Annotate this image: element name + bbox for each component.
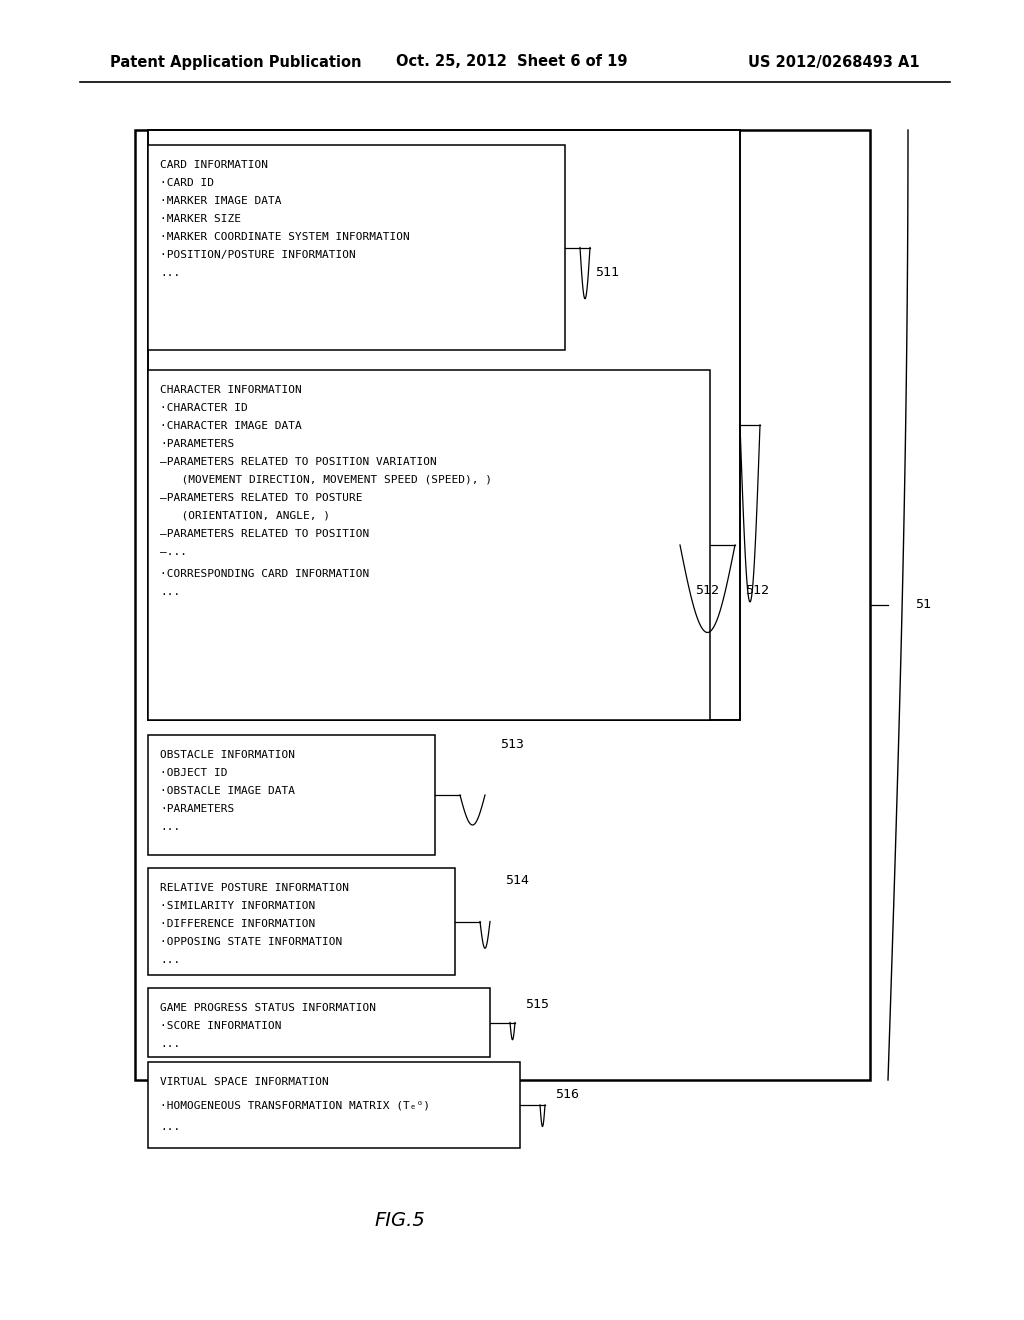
Text: ...: ... — [160, 1122, 180, 1133]
Text: ...: ... — [160, 1039, 180, 1049]
Text: ·HOMOGENEOUS TRANSFORMATION MATRIX (Tₑᴳ): ·HOMOGENEOUS TRANSFORMATION MATRIX (Tₑᴳ) — [160, 1101, 430, 1111]
Text: 515: 515 — [525, 998, 549, 1011]
Bar — [135, 129, 870, 1080]
Text: ·OPPOSING STATE INFORMATION: ·OPPOSING STATE INFORMATION — [160, 937, 342, 946]
Text: ·DIFFERENCE INFORMATION: ·DIFFERENCE INFORMATION — [160, 919, 315, 929]
Bar — [148, 129, 740, 719]
Text: ·CARD ID: ·CARD ID — [160, 178, 214, 187]
Text: OBSTACLE INFORMATION: OBSTACLE INFORMATION — [160, 750, 295, 760]
Text: 512: 512 — [695, 583, 719, 597]
Text: FIG.5: FIG.5 — [375, 1210, 425, 1229]
Bar — [148, 145, 565, 350]
Text: —...: —... — [160, 546, 187, 557]
Text: ...: ... — [160, 268, 180, 279]
Text: ...: ... — [160, 822, 180, 832]
Text: ·SIMILARITY INFORMATION: ·SIMILARITY INFORMATION — [160, 902, 315, 911]
Bar — [148, 987, 490, 1057]
Bar — [148, 1063, 520, 1148]
Text: CARD INFORMATION: CARD INFORMATION — [160, 160, 268, 170]
Text: Patent Application Publication: Patent Application Publication — [110, 54, 361, 70]
Text: ·MARKER COORDINATE SYSTEM INFORMATION: ·MARKER COORDINATE SYSTEM INFORMATION — [160, 232, 410, 242]
Bar — [148, 735, 435, 855]
Text: VIRTUAL SPACE INFORMATION: VIRTUAL SPACE INFORMATION — [160, 1077, 329, 1086]
Text: ·CHARACTER IMAGE DATA: ·CHARACTER IMAGE DATA — [160, 421, 302, 432]
Text: 512: 512 — [745, 583, 769, 597]
Bar — [148, 869, 455, 975]
Text: Oct. 25, 2012  Sheet 6 of 19: Oct. 25, 2012 Sheet 6 of 19 — [396, 54, 628, 70]
Text: ·OBJECT ID: ·OBJECT ID — [160, 768, 227, 777]
Bar — [148, 370, 710, 719]
Text: —PARAMETERS RELATED TO POSITION: —PARAMETERS RELATED TO POSITION — [160, 529, 370, 539]
Text: ·MARKER SIZE: ·MARKER SIZE — [160, 214, 241, 224]
Text: ·CORRESPONDING CARD INFORMATION: ·CORRESPONDING CARD INFORMATION — [160, 569, 370, 579]
Text: (MOVEMENT DIRECTION, MOVEMENT SPEED (SPEED), ): (MOVEMENT DIRECTION, MOVEMENT SPEED (SPE… — [168, 475, 492, 484]
Text: ...: ... — [160, 954, 180, 965]
Text: ...: ... — [160, 587, 180, 597]
Text: ·PARAMETERS: ·PARAMETERS — [160, 440, 234, 449]
Text: —PARAMETERS RELATED TO POSITION VARIATION: —PARAMETERS RELATED TO POSITION VARIATIO… — [160, 457, 437, 467]
Text: ·SCORE INFORMATION: ·SCORE INFORMATION — [160, 1020, 282, 1031]
Text: —PARAMETERS RELATED TO POSTURE: —PARAMETERS RELATED TO POSTURE — [160, 492, 362, 503]
Text: ·POSITION/POSTURE INFORMATION: ·POSITION/POSTURE INFORMATION — [160, 249, 355, 260]
Text: 516: 516 — [555, 1089, 579, 1101]
Text: US 2012/0268493 A1: US 2012/0268493 A1 — [749, 54, 920, 70]
Text: ·CHARACTER ID: ·CHARACTER ID — [160, 403, 248, 413]
Text: GAME PROGRESS STATUS INFORMATION: GAME PROGRESS STATUS INFORMATION — [160, 1003, 376, 1012]
Text: ·MARKER IMAGE DATA: ·MARKER IMAGE DATA — [160, 195, 282, 206]
Text: 514: 514 — [505, 874, 529, 887]
Text: ·PARAMETERS: ·PARAMETERS — [160, 804, 234, 814]
Text: 511: 511 — [595, 267, 618, 280]
Text: CHARACTER INFORMATION: CHARACTER INFORMATION — [160, 385, 302, 395]
Text: 513: 513 — [500, 738, 524, 751]
Text: (ORIENTATION, ANGLE, ): (ORIENTATION, ANGLE, ) — [168, 511, 330, 521]
Text: RELATIVE POSTURE INFORMATION: RELATIVE POSTURE INFORMATION — [160, 883, 349, 894]
Text: 51: 51 — [915, 598, 931, 611]
Text: ·OBSTACLE IMAGE DATA: ·OBSTACLE IMAGE DATA — [160, 785, 295, 796]
